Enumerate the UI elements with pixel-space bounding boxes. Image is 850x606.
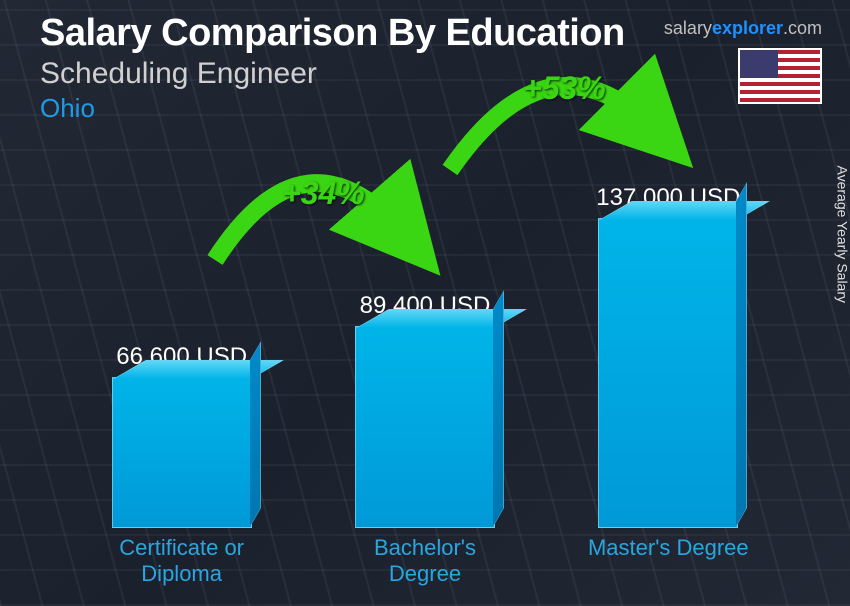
bar-group-0: 66,600 USD xyxy=(92,343,272,528)
increase-arrow-0 xyxy=(185,140,445,300)
flag-icon xyxy=(738,48,822,104)
bar-group-1: 89,400 USD xyxy=(335,292,515,528)
brand-logo: salaryexplorer.com xyxy=(664,18,822,39)
brand-tld: .com xyxy=(783,18,822,38)
brand-part1: salary xyxy=(664,18,712,38)
increase-pct-1: +53% xyxy=(523,70,606,107)
brand-part2: explorer xyxy=(712,18,783,38)
bar-label-1: Bachelor's Degree xyxy=(335,535,515,586)
bar-0 xyxy=(112,377,252,528)
bar-label-0: Certificate or Diploma xyxy=(92,535,272,586)
bar-2 xyxy=(598,218,738,528)
bar-1 xyxy=(355,326,495,528)
increase-pct-0: +34% xyxy=(282,175,365,212)
x-labels: Certificate or Diploma Bachelor's Degree… xyxy=(60,535,790,586)
bar-group-2: 137,000 USD xyxy=(578,184,758,528)
bar-label-2: Master's Degree xyxy=(578,535,758,586)
y-axis-label: Average Yearly Salary xyxy=(834,166,850,304)
